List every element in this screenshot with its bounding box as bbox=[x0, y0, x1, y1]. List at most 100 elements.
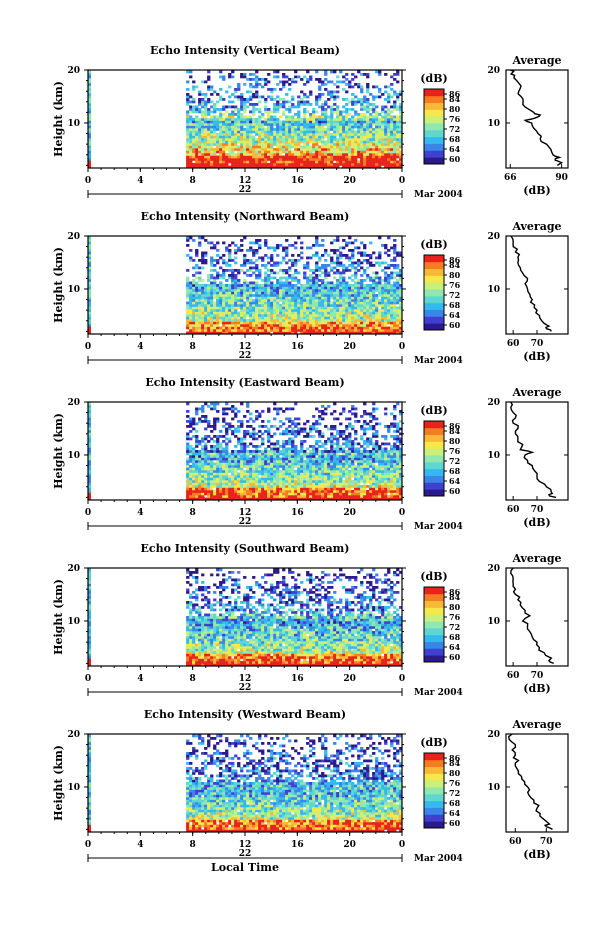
heatmap-cell bbox=[267, 329, 271, 332]
heatmap-cell bbox=[300, 487, 304, 491]
heatmap-cell bbox=[192, 279, 196, 282]
heatmap-cell bbox=[270, 269, 274, 272]
heatmap-cell bbox=[345, 326, 349, 330]
heatmap-cell bbox=[348, 133, 352, 136]
heatmap-cell bbox=[369, 254, 373, 257]
heatmap-cell bbox=[318, 480, 322, 483]
heatmap-cell bbox=[354, 143, 358, 146]
colorbar-unit: (dB) bbox=[420, 238, 447, 251]
heatmap-cell bbox=[186, 70, 190, 74]
heatmap-cell bbox=[363, 160, 367, 164]
heatmap-cell bbox=[228, 497, 232, 501]
heatmap-cell bbox=[276, 311, 280, 315]
heatmap-cell bbox=[228, 256, 232, 260]
heatmap-cell bbox=[258, 118, 262, 121]
heatmap-cell bbox=[318, 289, 322, 292]
heatmap-cell bbox=[309, 269, 313, 272]
heatmap-cell bbox=[375, 274, 379, 277]
heatmap-cell bbox=[348, 296, 352, 300]
heatmap-cell bbox=[279, 130, 283, 134]
heatmap-cell bbox=[336, 291, 340, 295]
heatmap-cell bbox=[375, 85, 379, 89]
heatmap-cell bbox=[360, 148, 364, 151]
heatmap-cell bbox=[297, 123, 301, 126]
heatmap-cell bbox=[282, 289, 286, 292]
heatmap-cell bbox=[231, 492, 235, 496]
heatmap-cell bbox=[237, 291, 241, 295]
heatmap-cell bbox=[312, 477, 316, 481]
heatmap-cell bbox=[186, 309, 190, 312]
heatmap-cell bbox=[333, 138, 337, 141]
heatmap-cell bbox=[198, 331, 202, 335]
heatmap-cell bbox=[249, 160, 253, 164]
heatmap-cell bbox=[261, 158, 265, 161]
heatmap-cell bbox=[282, 329, 286, 332]
heatmap-cell bbox=[285, 269, 289, 272]
heatmap-cell bbox=[285, 482, 289, 486]
heatmap-cell bbox=[390, 88, 394, 91]
heatmap-cell bbox=[279, 286, 283, 290]
heatmap-cell bbox=[273, 135, 277, 139]
heatmap-cell bbox=[216, 490, 220, 493]
heatmap-cell bbox=[282, 83, 286, 86]
heatmap-cell bbox=[276, 140, 280, 144]
heatmap-cell bbox=[204, 251, 208, 255]
heatmap-cell bbox=[204, 239, 208, 242]
heatmap-cell bbox=[300, 306, 304, 310]
heatmap-cell bbox=[396, 145, 400, 149]
heatmap-cell bbox=[264, 83, 268, 86]
heatmap-cell bbox=[261, 163, 265, 166]
heatmap-cell bbox=[279, 150, 283, 154]
heatmap-cell bbox=[201, 143, 205, 146]
heatmap-cell bbox=[375, 294, 379, 297]
heatmap-cell bbox=[351, 324, 355, 327]
heatmap-cell bbox=[363, 143, 367, 146]
heatmap-cell bbox=[243, 103, 247, 106]
heatmap-cell bbox=[312, 475, 316, 478]
heatmap-cell bbox=[321, 306, 325, 310]
heatmap-cell bbox=[330, 485, 334, 488]
heatmap-cell bbox=[237, 495, 241, 498]
heatmap-cell bbox=[399, 276, 403, 280]
heatmap-cell bbox=[354, 497, 358, 501]
heatmap-cell bbox=[207, 145, 211, 149]
heatmap-cell bbox=[255, 495, 259, 498]
heatmap-cell bbox=[88, 254, 91, 257]
heatmap-cell bbox=[282, 165, 286, 169]
heatmap-cell bbox=[324, 266, 328, 270]
heatmap-cell bbox=[201, 495, 205, 498]
heatmap-cell bbox=[279, 316, 283, 320]
heatmap-cell bbox=[393, 145, 397, 149]
heatmap-cell bbox=[201, 138, 205, 141]
heatmap-cell bbox=[255, 286, 259, 290]
heatmap-cell bbox=[333, 316, 337, 320]
heatmap-cell bbox=[294, 276, 298, 280]
heatmap-cell bbox=[384, 284, 388, 287]
heatmap-cell bbox=[276, 254, 280, 257]
heatmap-cell bbox=[330, 256, 334, 260]
heatmap-cell bbox=[252, 130, 256, 134]
heatmap-cell bbox=[228, 492, 232, 496]
heatmap-cell bbox=[246, 143, 250, 146]
heatmap-cell bbox=[201, 140, 205, 144]
heatmap-cell bbox=[204, 105, 208, 109]
heatmap-cell bbox=[342, 299, 346, 302]
heatmap-cell bbox=[288, 274, 292, 277]
heatmap-cell bbox=[204, 133, 208, 136]
heatmap-cell bbox=[345, 296, 349, 300]
heatmap-cell bbox=[336, 105, 340, 109]
heatmap-cell bbox=[375, 326, 379, 330]
heatmap-cell bbox=[306, 480, 310, 483]
heatmap-cell bbox=[354, 326, 358, 330]
heatmap-cell bbox=[336, 284, 340, 287]
heatmap-cell bbox=[384, 475, 388, 478]
heatmap-cell bbox=[198, 276, 202, 280]
heatmap-cell bbox=[228, 95, 232, 99]
heatmap-cell bbox=[258, 324, 262, 327]
heatmap-cell bbox=[264, 80, 268, 84]
heatmap-cell bbox=[231, 321, 235, 325]
heatmap-cell bbox=[285, 130, 289, 134]
heatmap-cell bbox=[186, 326, 190, 330]
heatmap-cell bbox=[216, 321, 220, 325]
heatmap-cell bbox=[282, 148, 286, 151]
